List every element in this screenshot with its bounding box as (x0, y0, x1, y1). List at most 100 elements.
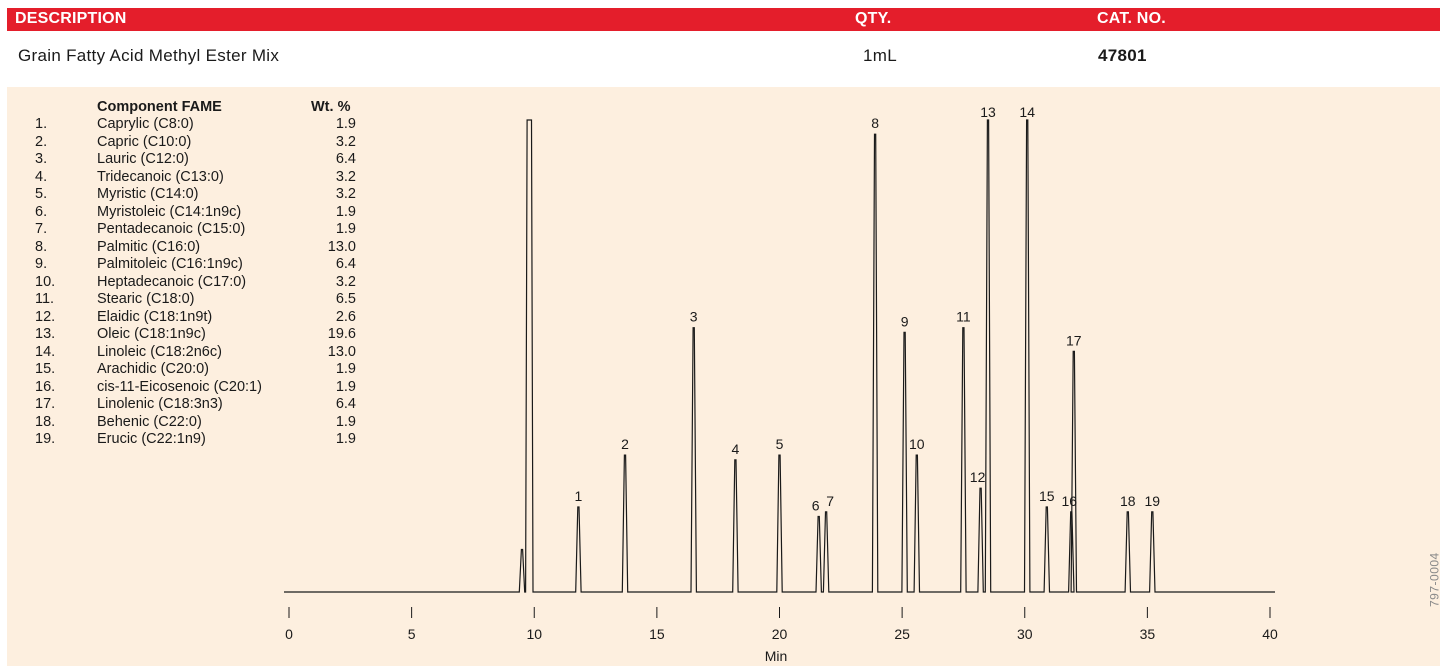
component-wt: 13.0 (327, 343, 356, 360)
x-tick-label: 0 (285, 626, 293, 642)
peak-label: 13 (980, 104, 996, 120)
component-wt: 6.4 (335, 396, 356, 412)
component-name: Arachidic (C20:0) (97, 361, 210, 377)
component-number: 15. (35, 361, 56, 377)
x-tick-label: 10 (526, 626, 542, 642)
component-name: Oleic (C18:1n9c) (97, 326, 206, 342)
component-number: 19. (35, 431, 56, 447)
description-column-header: DESCRIPTION (15, 10, 127, 27)
component-number: 6. (35, 203, 48, 220)
component-wt: 6.4 (335, 256, 356, 272)
peak-label: 12 (970, 469, 986, 485)
peak-label: 3 (690, 309, 698, 325)
peak-label: 4 (732, 441, 740, 457)
x-tick-label: 15 (649, 626, 665, 642)
product-description: Grain Fatty Acid Methyl Ester Mix (18, 46, 280, 65)
component-wt: 6.4 (335, 151, 356, 167)
component-name: Palmitic (C16:0) (97, 238, 201, 255)
component-wt: 3.2 (335, 133, 356, 150)
component-number: 5. (35, 186, 48, 202)
component-number: 9. (35, 256, 48, 272)
component-name: Behenic (C22:0) (97, 413, 202, 430)
peak-label: 8 (871, 115, 879, 131)
component-name: Palmitoleic (C16:1n9c) (97, 256, 243, 272)
x-tick-label: 5 (408, 626, 416, 642)
component-wt: 1.9 (335, 221, 356, 237)
component-name: Lauric (C12:0) (97, 151, 189, 167)
chromatogram-panel: Component FAME Wt. % 1. Caprylic (C8:0) 1.… (7, 87, 1440, 666)
chromatogram-trace (284, 119, 1275, 593)
table-header-bar: DESCRIPTION QTY. CAT. NO. (7, 8, 1440, 31)
component-wt: 1.9 (335, 413, 356, 430)
peak-label: 14 (1019, 104, 1035, 120)
component-name: Linolenic (C18:3n3) (97, 396, 223, 412)
component-wt: 1.9 (335, 361, 356, 377)
component-name: Erucic (C22:1n9) (97, 431, 206, 447)
component-wt: 19.6 (327, 326, 356, 342)
product-qty: 1mL (863, 46, 897, 65)
component-number: 7. (35, 221, 48, 237)
peak-label: 2 (621, 436, 629, 452)
peak-label: 1 (575, 488, 583, 504)
component-number: 2. (35, 133, 48, 150)
peak-label: 17 (1066, 332, 1082, 348)
component-number: 14. (35, 343, 56, 360)
component-name: cis-11-Eicosenoic (C20:1) (97, 378, 262, 395)
peak-label: 6 (812, 498, 820, 514)
component-number: 1. (35, 116, 48, 132)
peak-label: 18 (1120, 493, 1136, 509)
component-number: 10. (35, 273, 56, 290)
product-cat-no: 47801 (1098, 46, 1147, 65)
component-wt: 2.6 (335, 308, 356, 325)
cat-no-column-header: CAT. NO. (1097, 10, 1166, 27)
peak-label: 11 (956, 309, 971, 325)
peak-label: 9 (901, 313, 909, 329)
component-wt: 1.9 (335, 378, 356, 395)
component-name: Heptadecanoic (C17:0) (97, 273, 247, 290)
x-tick-label: 30 (1017, 626, 1033, 642)
component-wt: 6.5 (335, 291, 356, 307)
component-number: 8. (35, 238, 48, 255)
component-wt: 3.2 (335, 273, 356, 290)
x-tick-label: 35 (1140, 626, 1156, 642)
component-number: 18. (35, 413, 56, 430)
component-number: 13. (35, 326, 56, 342)
peak-label: 16 (1062, 493, 1078, 509)
x-tick-label: 20 (772, 626, 788, 642)
component-number: 4. (35, 168, 48, 185)
component-number: 16. (35, 378, 56, 395)
component-wt: 13.0 (327, 238, 356, 255)
wt-column-header: Wt. % (311, 99, 351, 115)
component-wt: 1.9 (335, 203, 356, 220)
component-wt: 3.2 (335, 186, 356, 202)
x-tick-label: 25 (894, 626, 910, 642)
x-tick-label: 40 (1262, 626, 1278, 642)
peak-label: 7 (826, 493, 834, 509)
x-axis: 0 5 10 15 20 25 30 35 40 (285, 607, 1278, 642)
peak-label: 5 (776, 436, 784, 452)
component-name: Elaidic (C18:1n9t) (97, 308, 213, 325)
peak-label: 10 (909, 436, 925, 452)
component-number: 3. (35, 151, 48, 167)
component-name: Stearic (C18:0) (97, 291, 195, 307)
figure-code: 797-0004 (1428, 552, 1440, 607)
qty-column-header: QTY. (855, 10, 892, 27)
component-number: 12. (35, 308, 56, 325)
peak-label: 15 (1039, 488, 1055, 504)
component-wt: 3.2 (335, 168, 356, 185)
component-name: Pentadecanoic (C15:0) (97, 221, 246, 237)
x-axis-title: Min (765, 648, 788, 664)
component-name: Linoleic (C18:2n6c) (97, 343, 222, 360)
component-name: Caprylic (C8:0) (97, 116, 194, 132)
component-name: Myristic (C14:0) (97, 186, 199, 202)
component-name: Tridecanoic (C13:0) (97, 168, 224, 185)
component-name: Capric (C10:0) (97, 133, 192, 150)
component-column-header: Component FAME (97, 99, 222, 115)
component-wt: 1.9 (335, 116, 356, 132)
peak-label: 19 (1145, 493, 1161, 509)
component-name: Myristoleic (C14:1n9c) (97, 203, 242, 220)
component-number: 11. (35, 291, 55, 307)
component-number: 17. (35, 396, 56, 412)
